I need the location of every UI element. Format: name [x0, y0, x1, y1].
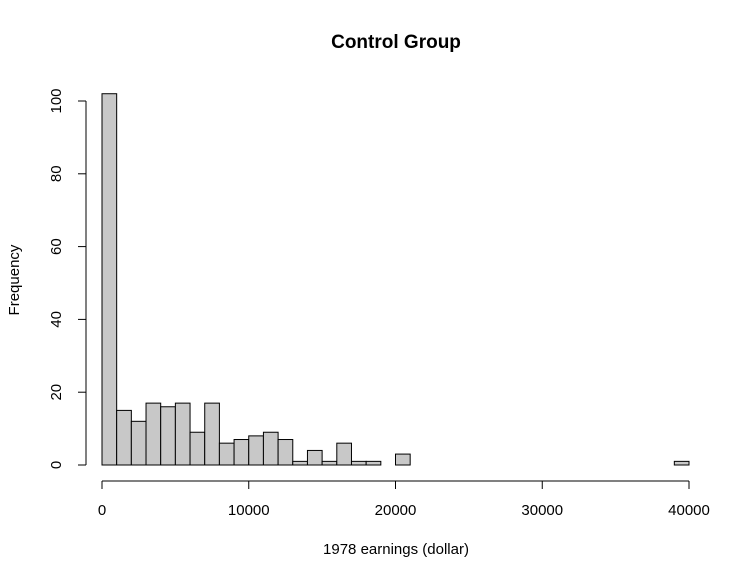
- histogram-bar: [130, 420, 147, 466]
- histogram-bar: [248, 435, 264, 466]
- histogram-bar: [277, 439, 294, 466]
- x-tick-label: 0: [98, 502, 106, 519]
- y-tick-label: 80: [48, 165, 65, 182]
- chart-title: Control Group: [331, 32, 461, 53]
- y-tick-label: 100: [48, 88, 65, 113]
- histogram-bar: [306, 449, 323, 466]
- histogram-bar: [174, 402, 191, 466]
- x-axis-label: 1978 earnings (dollar): [323, 541, 469, 558]
- histogram-bar: [292, 460, 308, 466]
- histogram-bar: [218, 442, 235, 466]
- histogram-bar: [365, 460, 382, 466]
- histogram-bar: [321, 460, 338, 466]
- histogram-bar: [262, 431, 279, 466]
- x-tick-label: 10000: [228, 502, 270, 519]
- y-axis-label: Frequency: [6, 244, 23, 315]
- histogram-bar: [101, 93, 118, 466]
- histogram-bar: [395, 453, 411, 466]
- x-tick-label: 20000: [375, 502, 417, 519]
- histogram-bar: [233, 439, 250, 466]
- y-tick-label: 20: [48, 384, 65, 401]
- bars-group: [101, 93, 690, 466]
- y-tick-label: 60: [48, 238, 65, 255]
- histogram-bar: [116, 409, 132, 466]
- x-tick-label: 40000: [668, 502, 710, 519]
- histogram-bar: [673, 460, 690, 466]
- y-tick-label: 0: [48, 461, 65, 469]
- histogram-bar: [189, 431, 206, 466]
- y-axis: 0 20 40 60 80 100: [48, 88, 87, 469]
- x-tick-label: 30000: [521, 502, 563, 519]
- histogram-bar: [145, 402, 162, 466]
- histogram-bar: [160, 406, 176, 466]
- x-axis: 0 10000 20000 30000 40000: [98, 480, 710, 519]
- histogram-bar: [204, 402, 220, 466]
- histogram-bar: [336, 442, 352, 466]
- histogram-bar: [350, 460, 367, 466]
- y-tick-label: 40: [48, 311, 65, 328]
